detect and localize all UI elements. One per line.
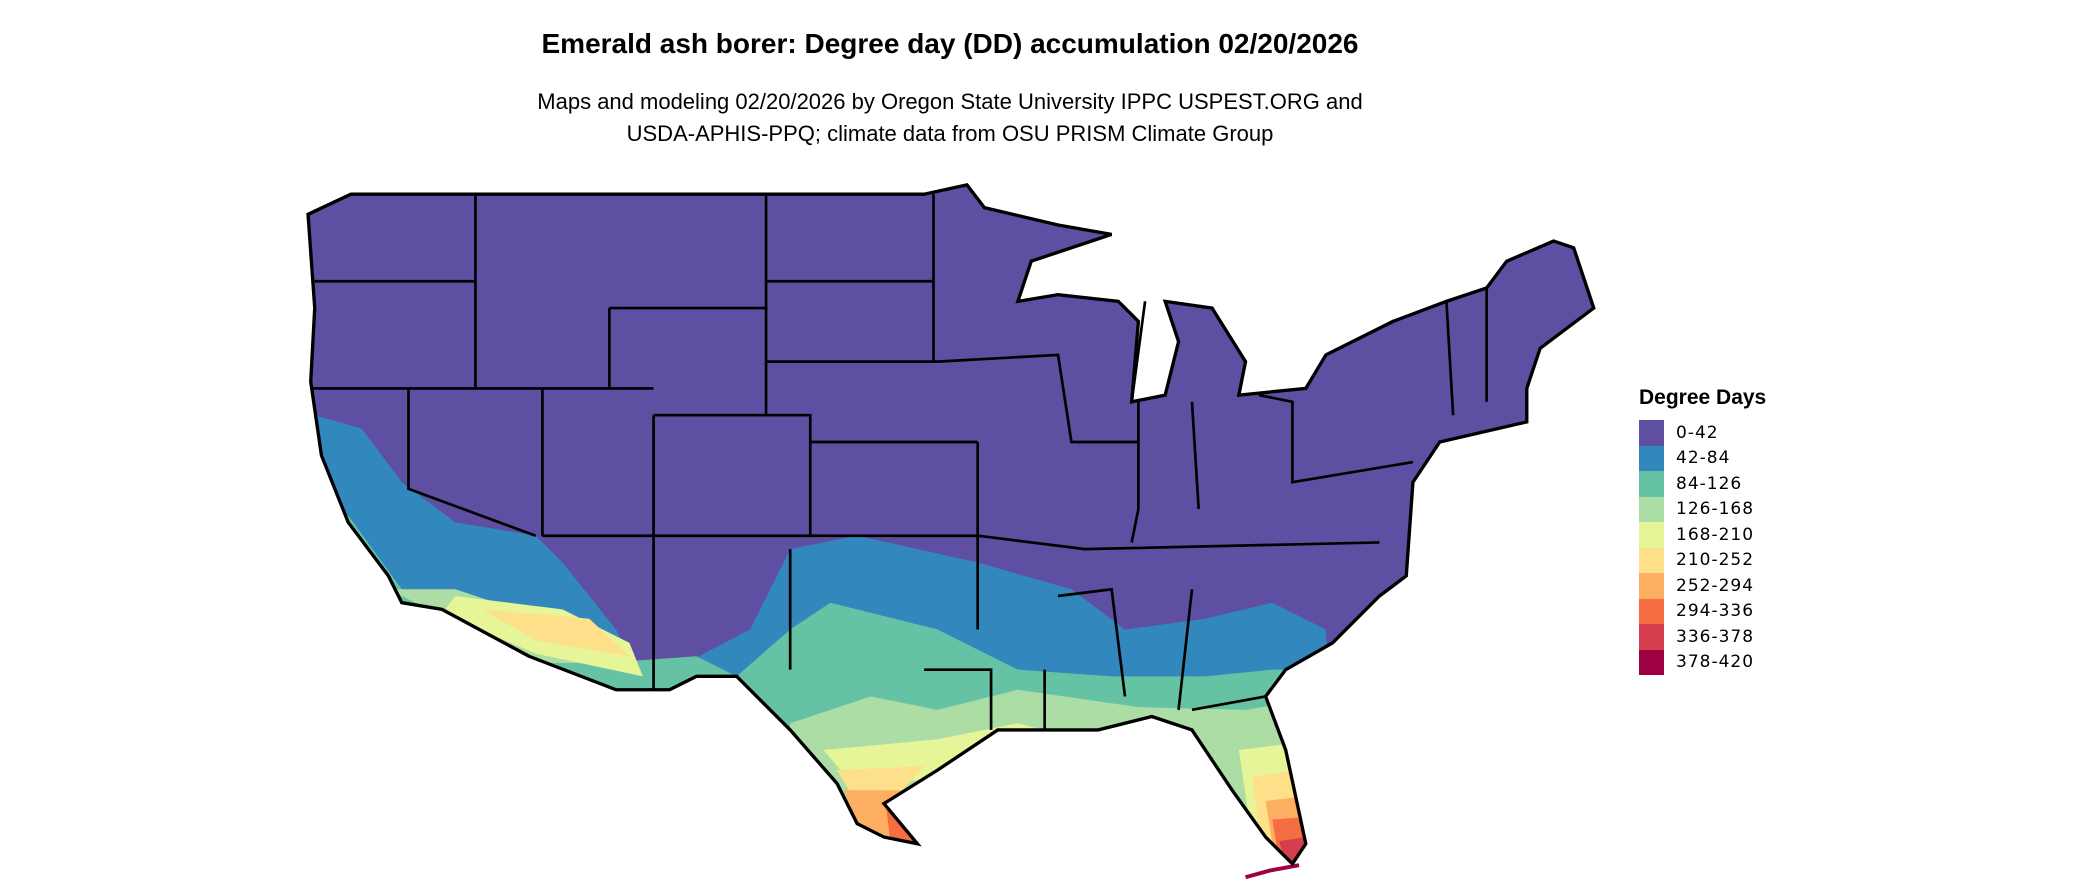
subtitle-line-1: Maps and modeling 02/20/2026 by Oregon S… xyxy=(537,89,1363,114)
legend-label: 42-84 xyxy=(1676,448,1731,469)
legend-swatch xyxy=(1639,624,1664,650)
legend-swatch xyxy=(1639,598,1664,624)
map-title: Emerald ash borer: Degree day (DD) accum… xyxy=(541,28,1359,59)
legend-items: 0-42 42-84 84-126 126-168 168-210 210-252 252-… xyxy=(1639,420,1766,675)
legend-item: 84-126 xyxy=(1639,471,1766,497)
subtitle-line-2: USDA-APHIS-PPQ; climate data from OSU PR… xyxy=(626,121,1274,146)
zone-210-252-az xyxy=(482,609,630,657)
legend-label: 294-336 xyxy=(1676,601,1755,622)
legend-item: 168-210 xyxy=(1639,522,1766,548)
legend-swatch xyxy=(1639,445,1664,471)
zone-294-336 xyxy=(886,810,925,858)
legend-swatch xyxy=(1639,573,1664,599)
legend-swatch xyxy=(1639,522,1664,548)
legend-label: 336-378 xyxy=(1676,626,1755,647)
legend-label: 378-420 xyxy=(1676,652,1755,673)
zone-378-420-keys xyxy=(1244,863,1300,880)
legend-item: 210-252 xyxy=(1639,547,1766,573)
legend-label: 84-126 xyxy=(1676,473,1743,494)
legend-label: 126-168 xyxy=(1676,499,1755,520)
legend-label: 210-252 xyxy=(1676,550,1755,571)
legend-item: 336-378 xyxy=(1639,624,1766,650)
legend-item: 42-84 xyxy=(1639,445,1766,471)
legend-label: 252-294 xyxy=(1676,575,1755,596)
legend-item: 126-168 xyxy=(1639,496,1766,522)
legend-item: 378-420 xyxy=(1639,649,1766,675)
legend-item: 252-294 xyxy=(1639,573,1766,599)
legend: Degree Days 0-42 42-84 84-126 126-168 168-21… xyxy=(1639,386,1766,675)
legend-label: 0-42 xyxy=(1676,422,1719,443)
legend-swatch xyxy=(1639,649,1664,675)
legend-swatch xyxy=(1639,420,1664,446)
legend-title: Degree Days xyxy=(1639,386,1767,409)
map-subtitle: Maps and modeling 02/20/2026 by Oregon S… xyxy=(0,86,1900,150)
legend-item: 294-336 xyxy=(1639,598,1766,624)
legend-swatch xyxy=(1639,471,1664,497)
legend-item: 0-42 xyxy=(1639,420,1766,446)
legend-swatch xyxy=(1639,547,1664,573)
state-borders xyxy=(306,183,1596,866)
legend-swatch xyxy=(1639,496,1664,522)
legend-label: 168-210 xyxy=(1676,524,1755,545)
